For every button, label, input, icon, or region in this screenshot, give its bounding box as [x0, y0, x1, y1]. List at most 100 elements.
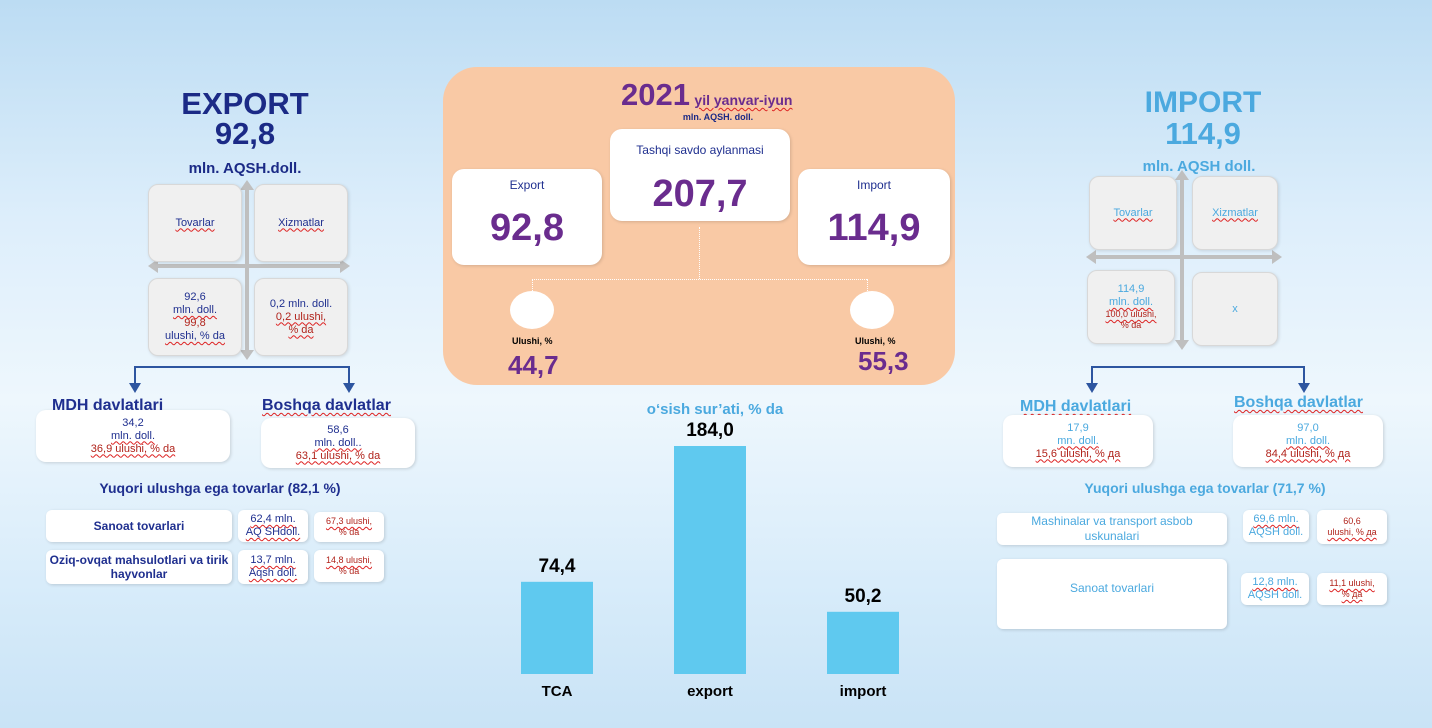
- export-top-title: Yuqori ulushga ega tovarlar (82,1 %): [99, 480, 341, 496]
- import-other-title: Boshqa davlatlar: [1234, 394, 1363, 411]
- import-services-value: x: [1232, 302, 1238, 315]
- arrow-left-icon: [148, 259, 158, 273]
- import-share-circle: [850, 291, 894, 329]
- import-top-item-share-1: 11,1 ulushi,: [1329, 578, 1375, 588]
- export-services-box: Xizmatlar: [254, 184, 348, 262]
- export-goods-share-label: ulushi, % da: [165, 330, 225, 342]
- import-cis-share: 15,6 ulushi, % да: [1035, 447, 1121, 460]
- bar-value-label: 74,4: [539, 556, 576, 577]
- export-unit: mln. AQSH.doll.: [188, 160, 302, 177]
- import-top-item-value-1: 69,6 mln.: [1253, 513, 1299, 525]
- export-top-item-value-2: AQ SHdoll.: [245, 526, 301, 538]
- arrow-up-icon: [240, 180, 254, 190]
- turnover-box: Tashqi savdo aylanmasi 207,7: [610, 129, 790, 221]
- export-share-value: 44,7: [508, 350, 559, 380]
- export-split-right: [348, 366, 350, 384]
- export-cis-unit: mln. doll.: [110, 429, 156, 442]
- import-goods-box: Tovarlar: [1089, 176, 1177, 250]
- import-top-item-share-box: 60,6 ulushi, % да: [1317, 510, 1387, 544]
- arrow-down-icon: [1298, 383, 1310, 393]
- import-goods-value-box: 114,9 mln. doll. 100,0 ulushi, % da: [1087, 270, 1175, 344]
- center-unit-label: mln. AQSH. doll.: [682, 112, 754, 122]
- period-label: yil yanvar-iyun: [694, 92, 793, 108]
- import-title: IMPORT: [1144, 86, 1262, 119]
- export-top-item-share-2: % da: [338, 527, 360, 537]
- export-other-value: 58,6: [327, 423, 349, 436]
- import-goods-unit: mln. doll.: [1108, 296, 1154, 308]
- growth-chart: 74,4 TCA 184,0 export 50,2 import: [521, 420, 899, 700]
- import-cis-value: 17,9: [1067, 421, 1089, 434]
- category-label: TCA: [542, 683, 573, 700]
- import-other-value: 97,0: [1297, 421, 1319, 434]
- arrow-down-icon: [129, 383, 141, 393]
- import-share-label: Ulushi, %: [855, 336, 896, 346]
- export-cis-box: 34,2 mln. doll. 36,9 ulushi, % da: [36, 410, 230, 462]
- import-services-box: Xizmatlar: [1192, 176, 1278, 250]
- bar-export: [674, 446, 746, 674]
- import-top-item-value-1: 12,8 mln.: [1252, 576, 1298, 588]
- period-heading: 2021 yil yanvar-iyun: [621, 77, 792, 113]
- center-import-box: Import 114,9: [798, 169, 950, 265]
- arrow-right-icon: [340, 259, 350, 273]
- export-share-label: Ulushi, %: [512, 336, 553, 346]
- center-export-label: Export: [509, 178, 545, 192]
- export-top-item-name: Oziq-ovqat mahsulotlari va tirik hayvonl…: [49, 553, 229, 581]
- center-export-value: 92,8: [490, 207, 564, 249]
- export-title: EXPORT: [181, 86, 309, 121]
- export-services-label: Xizmatlar: [278, 216, 324, 229]
- import-top-item-value-2: AQSH doll.: [1248, 526, 1304, 538]
- export-top-item-share-2: % da: [338, 566, 360, 576]
- turnover-label: Tashqi savdo aylanmasi: [636, 143, 764, 157]
- center-import-label: Import: [856, 178, 891, 192]
- category-label: import: [840, 683, 887, 700]
- arrow-down-icon: [343, 383, 355, 393]
- export-top-item-share-box: 14,8 ulushi, % da: [314, 550, 384, 582]
- import-cis-title: MDH davlatlari: [1020, 398, 1132, 415]
- import-services-label: Xizmatlar: [1212, 206, 1258, 219]
- export-cis-value: 34,2: [122, 416, 144, 429]
- export-top-item-share-1: 67,3 ulushi,: [325, 516, 373, 526]
- import-top-item-share-2: % да: [1341, 589, 1363, 599]
- import-goods-share-unit: % da: [1120, 320, 1142, 330]
- connector-left: [532, 279, 533, 291]
- import-other-unit: mln. doll.: [1285, 434, 1331, 447]
- year-label: 2021: [621, 77, 690, 112]
- export-goods-share: 99,8: [184, 317, 206, 329]
- import-split-left: [1091, 366, 1093, 384]
- arrow-down-icon: [1175, 340, 1189, 350]
- center-import-value: 114,9: [827, 207, 921, 249]
- import-cis-box: 17,9 mn. doll. 15,6 ulushi, % да: [1003, 415, 1153, 467]
- center-export-box: Export 92,8: [452, 169, 602, 265]
- export-services-value: 0,2 mln. doll.: [269, 297, 333, 310]
- import-top-item-name-box: Mashinalar va transport asbob uskunalari: [997, 513, 1227, 545]
- export-services-value-box: 0,2 mln. doll. 0,2 ulushi, % da: [254, 278, 348, 356]
- import-top-item-share-2: ulushi, % да: [1327, 527, 1377, 537]
- import-split-line: [1091, 366, 1305, 368]
- export-other-unit: mln. doll..: [314, 436, 362, 449]
- export-top-item-value-1: 13,7 mln.: [250, 554, 296, 566]
- export-cis-share: 36,9 ulushi, % da: [90, 442, 176, 455]
- bar-TCA: [521, 581, 593, 674]
- import-unit: mln. AQSH doll.: [1142, 158, 1256, 175]
- connector-vertical: [699, 227, 700, 279]
- export-services-share-unit: % da: [288, 323, 314, 336]
- import-horizontal-arrow: [1094, 255, 1274, 259]
- import-top-item-share-1: 60,6: [1343, 516, 1361, 526]
- export-top-item-value-box: 13,7 mln. Aqsh doll.: [238, 550, 308, 584]
- import-split-right: [1303, 366, 1305, 384]
- export-top-item-value-1: 62,4 mln.: [250, 513, 296, 525]
- arrow-left-icon: [1086, 250, 1096, 264]
- import-other-share: 84,4 ulushi, % да: [1265, 447, 1351, 460]
- export-goods-unit: mln. doll.: [172, 304, 218, 316]
- import-top-item-value-box: 69,6 mln. AQSH doll.: [1243, 510, 1309, 542]
- export-goods-value: 92,6: [184, 291, 206, 303]
- import-top-title: Yuqori ulushga ega tovarlar (71,7 %): [1084, 480, 1326, 496]
- arrow-right-icon: [1272, 250, 1282, 264]
- chart-title: o‘sish sur’ati, % da: [646, 401, 784, 418]
- export-top-item-share-box: 67,3 ulushi, % da: [314, 512, 384, 542]
- export-top-item-name-box: Oziq-ovqat mahsulotlari va tirik hayvonl…: [46, 550, 232, 584]
- bar-value-label: 184,0: [686, 420, 734, 441]
- import-vertical-arrow: [1180, 175, 1184, 345]
- import-top-item-value-box: 12,8 mln. AQSH doll.: [1241, 573, 1309, 605]
- import-other-box: 97,0 mln. doll. 84,4 ulushi, % да: [1233, 415, 1383, 467]
